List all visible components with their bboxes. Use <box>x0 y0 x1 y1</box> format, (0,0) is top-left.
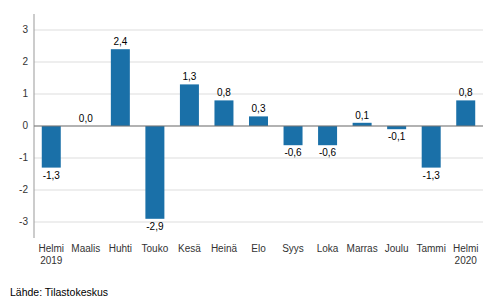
x-tick-label: Heinä <box>211 243 238 254</box>
chart-svg: -3 -2 -1 0 1 2 3 -1,3 0,0 2,4 -2,9 1,3 0,8 0,3 -0,6 -0,… <box>0 0 493 304</box>
bars <box>42 49 475 219</box>
x-tick-label: Syys <box>282 243 304 254</box>
data-label: -1,3 <box>423 170 441 181</box>
chart-container: -3 -2 -1 0 1 2 3 -1,3 0,0 2,4 -2,9 1,3 0,8 0,3 -0,6 -0,… <box>0 0 493 304</box>
y-tick-label: 1 <box>22 88 28 99</box>
grid-line <box>34 94 483 95</box>
bar <box>456 100 475 126</box>
grid-line <box>34 222 483 223</box>
y-tick-label: -2 <box>19 184 28 195</box>
grid <box>34 30 483 222</box>
bar <box>214 100 233 126</box>
data-label: -0,6 <box>284 147 302 158</box>
y-tick-label: 0 <box>22 120 28 131</box>
x-tick-label: Elo <box>251 243 266 254</box>
data-label: 1,3 <box>182 71 196 82</box>
x-tick-label: Helmi2019 <box>38 243 64 266</box>
data-label: 0,8 <box>217 87 231 98</box>
x-tick-line: Helmi <box>453 243 479 254</box>
x-tick-line: Loka <box>317 243 339 254</box>
x-tick-line: Huhti <box>109 243 132 254</box>
data-label: -1,3 <box>43 170 61 181</box>
x-tick-label: Touko <box>142 243 169 254</box>
x-tick-line: 2019 <box>40 255 63 266</box>
data-label: 0,0 <box>79 113 93 124</box>
x-tick-label: Maalis <box>71 243 100 254</box>
x-tick-label: Huhti <box>109 243 132 254</box>
x-tick-line: Maalis <box>71 243 100 254</box>
x-tick-label: Helmi2020 <box>453 243 479 266</box>
grid-line <box>34 62 483 63</box>
x-tick-label: Tammi <box>416 243 445 254</box>
y-tick-label: 3 <box>22 24 28 35</box>
x-tick-line: Touko <box>142 243 169 254</box>
bar <box>318 126 337 145</box>
x-tick-label: Loka <box>317 243 339 254</box>
grid-line <box>34 158 483 159</box>
x-tick-line: Joulu <box>385 243 409 254</box>
data-label: -0,6 <box>319 147 337 158</box>
y-tick-label: -3 <box>19 216 28 227</box>
bar <box>422 126 441 168</box>
grid-line <box>34 30 483 31</box>
bar <box>42 126 61 168</box>
bar <box>111 49 130 126</box>
bar <box>180 84 199 126</box>
bar <box>284 126 303 145</box>
source-note: Lähde: Tilastokeskus <box>10 286 108 298</box>
bar <box>145 126 164 219</box>
data-label: 0,1 <box>355 110 369 121</box>
x-tick-label: Marras <box>347 243 378 254</box>
data-label: 2,4 <box>113 36 127 47</box>
baseline <box>34 126 483 127</box>
x-tick-line: Syys <box>282 243 304 254</box>
data-label: -0,1 <box>388 131 406 142</box>
data-label: 0,3 <box>252 103 266 114</box>
x-tick-line: Heinä <box>211 243 238 254</box>
x-tick-line: 2020 <box>455 255 478 266</box>
x-tick-line: Tammi <box>416 243 445 254</box>
x-tick-label: Joulu <box>385 243 409 254</box>
data-label: -2,9 <box>146 221 164 232</box>
x-tick-line: Marras <box>347 243 378 254</box>
y-tick-label: -1 <box>19 152 28 163</box>
y-tick-label: 2 <box>22 56 28 67</box>
data-label: 0,8 <box>459 87 473 98</box>
grid-line <box>34 190 483 191</box>
bar <box>249 116 268 126</box>
x-tick-line: Elo <box>251 243 266 254</box>
grid-line <box>34 126 483 127</box>
x-tick-label: Kesä <box>178 243 201 254</box>
x-tick-line: Kesä <box>178 243 201 254</box>
x-tick-line: Helmi <box>38 243 64 254</box>
